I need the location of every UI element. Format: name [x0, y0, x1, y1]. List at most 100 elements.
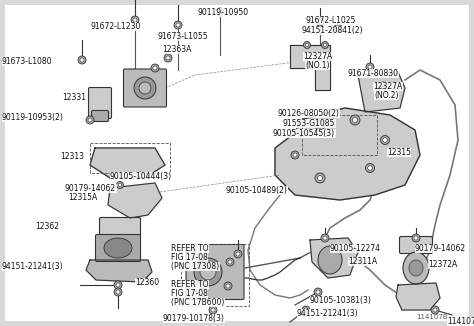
Polygon shape	[310, 238, 358, 278]
Circle shape	[166, 56, 170, 60]
FancyBboxPatch shape	[89, 87, 111, 118]
Circle shape	[323, 236, 327, 240]
Circle shape	[293, 153, 297, 157]
Ellipse shape	[139, 82, 151, 94]
FancyBboxPatch shape	[100, 217, 140, 239]
Text: 90119-10950: 90119-10950	[198, 8, 249, 17]
Circle shape	[412, 234, 420, 242]
Text: 114107B: 114107B	[447, 317, 474, 326]
Text: REFER TO: REFER TO	[171, 244, 209, 253]
Ellipse shape	[403, 252, 429, 284]
Circle shape	[224, 282, 232, 290]
Text: 91671-80830: 91671-80830	[348, 69, 399, 78]
Circle shape	[226, 284, 230, 288]
Text: 12315A: 12315A	[68, 193, 97, 202]
Bar	[90, 143, 170, 173]
FancyBboxPatch shape	[186, 244, 244, 300]
Circle shape	[368, 166, 372, 170]
Circle shape	[164, 54, 172, 62]
Circle shape	[234, 250, 242, 258]
Circle shape	[218, 10, 222, 14]
Text: 12363A: 12363A	[162, 45, 191, 54]
Polygon shape	[290, 45, 330, 90]
Text: FIG 17-08: FIG 17-08	[171, 289, 208, 298]
Circle shape	[431, 306, 439, 314]
Circle shape	[86, 116, 94, 124]
Circle shape	[114, 288, 122, 296]
Circle shape	[198, 256, 202, 260]
Text: 94151-20841(2): 94151-20841(2)	[302, 26, 364, 35]
Text: 90179-14062: 90179-14062	[415, 244, 466, 253]
Text: 12372A: 12372A	[428, 260, 457, 269]
Text: 12327A: 12327A	[373, 82, 402, 91]
Circle shape	[116, 290, 120, 294]
Text: 90105-12274: 90105-12274	[330, 244, 381, 253]
Circle shape	[303, 41, 310, 49]
Circle shape	[315, 173, 325, 183]
Bar	[302, 115, 377, 155]
Text: FIG 17-08: FIG 17-08	[171, 253, 208, 262]
Circle shape	[78, 56, 86, 64]
Circle shape	[433, 308, 437, 312]
Circle shape	[365, 164, 374, 172]
Circle shape	[304, 308, 308, 312]
Text: 90105-10545(3): 90105-10545(3)	[273, 129, 335, 138]
Text: (PNC 17308): (PNC 17308)	[171, 262, 219, 271]
Text: 90119-10953(2): 90119-10953(2)	[2, 113, 64, 122]
Text: 90179-10178(3): 90179-10178(3)	[163, 314, 225, 323]
Text: 12311A: 12311A	[348, 257, 377, 266]
Circle shape	[318, 20, 322, 24]
FancyBboxPatch shape	[400, 236, 432, 254]
Circle shape	[200, 290, 204, 294]
Circle shape	[336, 26, 340, 30]
Circle shape	[318, 123, 322, 127]
Text: 90105-10381(3): 90105-10381(3)	[310, 296, 372, 305]
Text: (NO.2): (NO.2)	[374, 91, 399, 100]
Circle shape	[291, 151, 299, 159]
Text: (NO.1): (NO.1)	[305, 61, 329, 70]
Circle shape	[209, 306, 217, 314]
Text: 12313: 12313	[60, 152, 84, 161]
Text: 12327A: 12327A	[303, 52, 332, 61]
Polygon shape	[108, 183, 162, 218]
Bar	[181, 244, 249, 306]
Text: REFER TO: REFER TO	[171, 280, 209, 289]
Circle shape	[138, 173, 142, 176]
Circle shape	[80, 58, 84, 62]
Text: 90105-10444(3): 90105-10444(3)	[110, 172, 172, 181]
Circle shape	[368, 65, 372, 69]
Text: (PNC 17B600): (PNC 17B600)	[171, 298, 224, 307]
Polygon shape	[275, 108, 420, 200]
Circle shape	[353, 117, 357, 123]
Circle shape	[196, 254, 204, 262]
Text: 90105-10489(2): 90105-10489(2)	[226, 186, 288, 195]
Text: 12362: 12362	[35, 222, 59, 231]
Text: 91673-L1080: 91673-L1080	[2, 57, 53, 66]
Ellipse shape	[200, 264, 216, 280]
Circle shape	[211, 308, 215, 312]
Text: 91673-L1055: 91673-L1055	[158, 32, 209, 41]
Text: 12360: 12360	[135, 278, 159, 287]
Ellipse shape	[318, 246, 342, 274]
Ellipse shape	[194, 258, 222, 286]
Text: 91672-L1025: 91672-L1025	[306, 16, 356, 25]
Circle shape	[176, 23, 180, 27]
Ellipse shape	[104, 238, 132, 258]
Circle shape	[302, 306, 310, 314]
Text: 114107B: 114107B	[416, 314, 448, 320]
Circle shape	[198, 288, 206, 296]
Circle shape	[414, 236, 418, 240]
Text: 94151-21241(3): 94151-21241(3)	[2, 262, 64, 271]
Circle shape	[381, 136, 390, 144]
Polygon shape	[90, 148, 165, 178]
Polygon shape	[358, 72, 405, 112]
Circle shape	[334, 24, 342, 32]
Circle shape	[350, 115, 360, 125]
Circle shape	[316, 290, 320, 294]
Circle shape	[323, 43, 327, 47]
Circle shape	[382, 83, 384, 86]
Text: 12331: 12331	[62, 93, 86, 102]
Circle shape	[321, 41, 328, 49]
Circle shape	[314, 288, 322, 296]
Ellipse shape	[409, 260, 423, 276]
